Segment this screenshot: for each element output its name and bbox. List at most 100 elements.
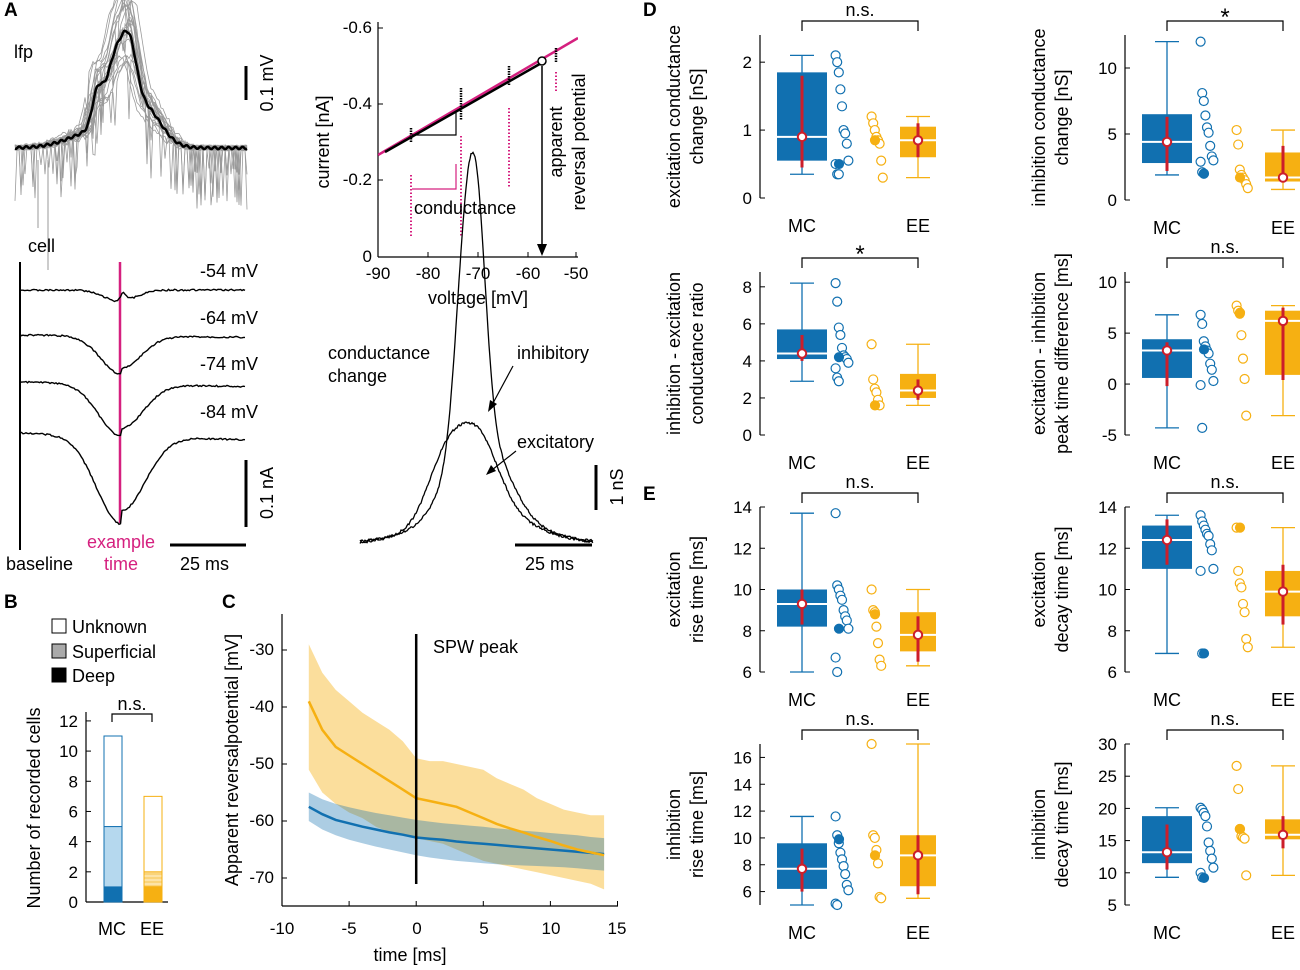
data-point-mc [1195,36,1206,47]
panel-label-a: A [4,0,18,21]
data-point-mc [1195,309,1206,320]
data-point-ee [1233,139,1244,150]
data-point-ee [1241,410,1252,421]
median-dot-ee [1277,586,1289,597]
ytick: 0 [743,189,752,208]
median-dot-ee [912,385,924,396]
c-line-mc [308,805,605,856]
ytick: 5 [1108,896,1117,915]
reversal-point [537,56,547,66]
median-dot-ee [1277,172,1289,183]
data-point-ee [1241,870,1252,881]
data-point-ee [866,339,877,350]
data-point-mc [1206,853,1217,864]
ytick: 12 [733,802,752,821]
c-xtick: 15 [608,919,627,938]
data-point-mc [1208,563,1219,574]
iv-slope-marker-black [412,111,457,136]
data-point-ee [1239,607,1250,618]
boxplot-inhibition-excitation-conductance-ratio: 0 2 4 6 8 inhibition - excitation conductance … [664,241,936,473]
example-time-label-1: example [87,532,155,552]
ytick: 15 [1098,832,1117,851]
ytick: 6 [743,315,752,334]
iv-ylabel: current [nA] [313,95,333,188]
data-point-mc [832,666,843,678]
xtick-ee: EE [1271,453,1295,473]
data-point-mc [830,508,841,519]
iv-ytick: -0.2 [343,170,372,189]
data-point-ee [871,621,882,632]
median-dot-mc [1161,345,1173,356]
cell-trace [19,380,246,437]
iv-ticks [377,27,577,258]
sig-bracket [1166,492,1284,503]
iv-xtick: -50 [564,264,589,283]
c-xtick: 5 [479,919,488,938]
sig-label: * [1220,4,1229,31]
lfp-scale-label: 0.1 mV [257,54,277,111]
data-point-mc [1197,318,1208,330]
data-point-mc [840,128,851,139]
excitatory-arrowhead [486,465,496,475]
data-point-mc [1206,545,1217,556]
data-point-ee [876,155,887,166]
data-point-ee [1231,124,1242,136]
ylabel: conductance ratio [687,282,707,424]
data-point-mc [1201,821,1213,832]
legend-swatch-unknown [51,618,67,634]
ytick: -5 [1102,426,1117,445]
median-dot-mc [796,863,808,874]
ytick: 8 [743,622,752,641]
data-point-filled-ee [1234,172,1246,183]
ylabel: rise time [ms] [687,536,707,643]
c-ytick: -60 [249,811,274,830]
data-point-mc [836,594,848,605]
sig-label: n.s. [1210,472,1239,492]
b-bar-ee-deep [143,886,163,903]
data-point-mc [836,101,848,112]
inhibitory-arrowhead [488,400,497,412]
xtick-ee: EE [906,216,930,236]
data-point-mc [1195,156,1206,167]
apparent-label-1: apparent [546,106,566,177]
boxplot-inhibition-rise-time: 6 8 10 12 14 16 inhibition rise time [ms] MC EE n.… [664,709,936,943]
data-point-filled-mc [1198,872,1210,884]
ylabel: inhibition - excitation [664,272,684,435]
ytick: 12 [1098,539,1117,558]
data-point-ee [1233,783,1244,795]
data-point-mc [832,296,843,307]
cell-trace [19,431,246,526]
conductance-traces [359,151,594,544]
data-point-filled-mc [833,158,845,170]
ylabel: excitation conductance [664,25,684,208]
cell-scale-label: 0.1 nA [257,467,277,519]
ytick: 1 [743,121,752,140]
data-point-ee [876,893,887,904]
median-dot-ee [1277,315,1289,327]
data-point-mc [1208,862,1219,873]
iv-data-points [409,48,558,236]
boxplot-excitation-inhibition-peak-time-difference: -5 0 5 10 excitation - inhibition peak time d… [1029,237,1300,473]
b-bar-mc-unknown [103,735,123,828]
conductance-label: conductance [414,198,516,218]
ytick: 6 [1108,663,1117,682]
median-dot-ee [912,850,924,861]
iv-ytick: 0 [363,247,372,266]
example-time-label-2: time [104,554,138,574]
ytick: 0 [1108,375,1117,394]
data-point-ee [1239,833,1250,844]
data-point-filled-mc [1198,648,1210,659]
cell-traces [19,288,246,526]
panel-label-d: D [643,0,657,21]
sig-bracket [801,492,919,503]
ytick: 6 [743,663,752,682]
data-point-ee [866,584,877,595]
reversal-arrowhead [537,244,547,256]
data-point-filled-mc [833,623,845,634]
data-point-ee [868,374,879,385]
legend-swatch-superficial [51,643,67,659]
data-point-ee [1233,565,1244,577]
ytick: 0 [743,426,752,445]
cond-scale-label: 1 nS [607,468,627,505]
data-point-ee [866,738,877,750]
